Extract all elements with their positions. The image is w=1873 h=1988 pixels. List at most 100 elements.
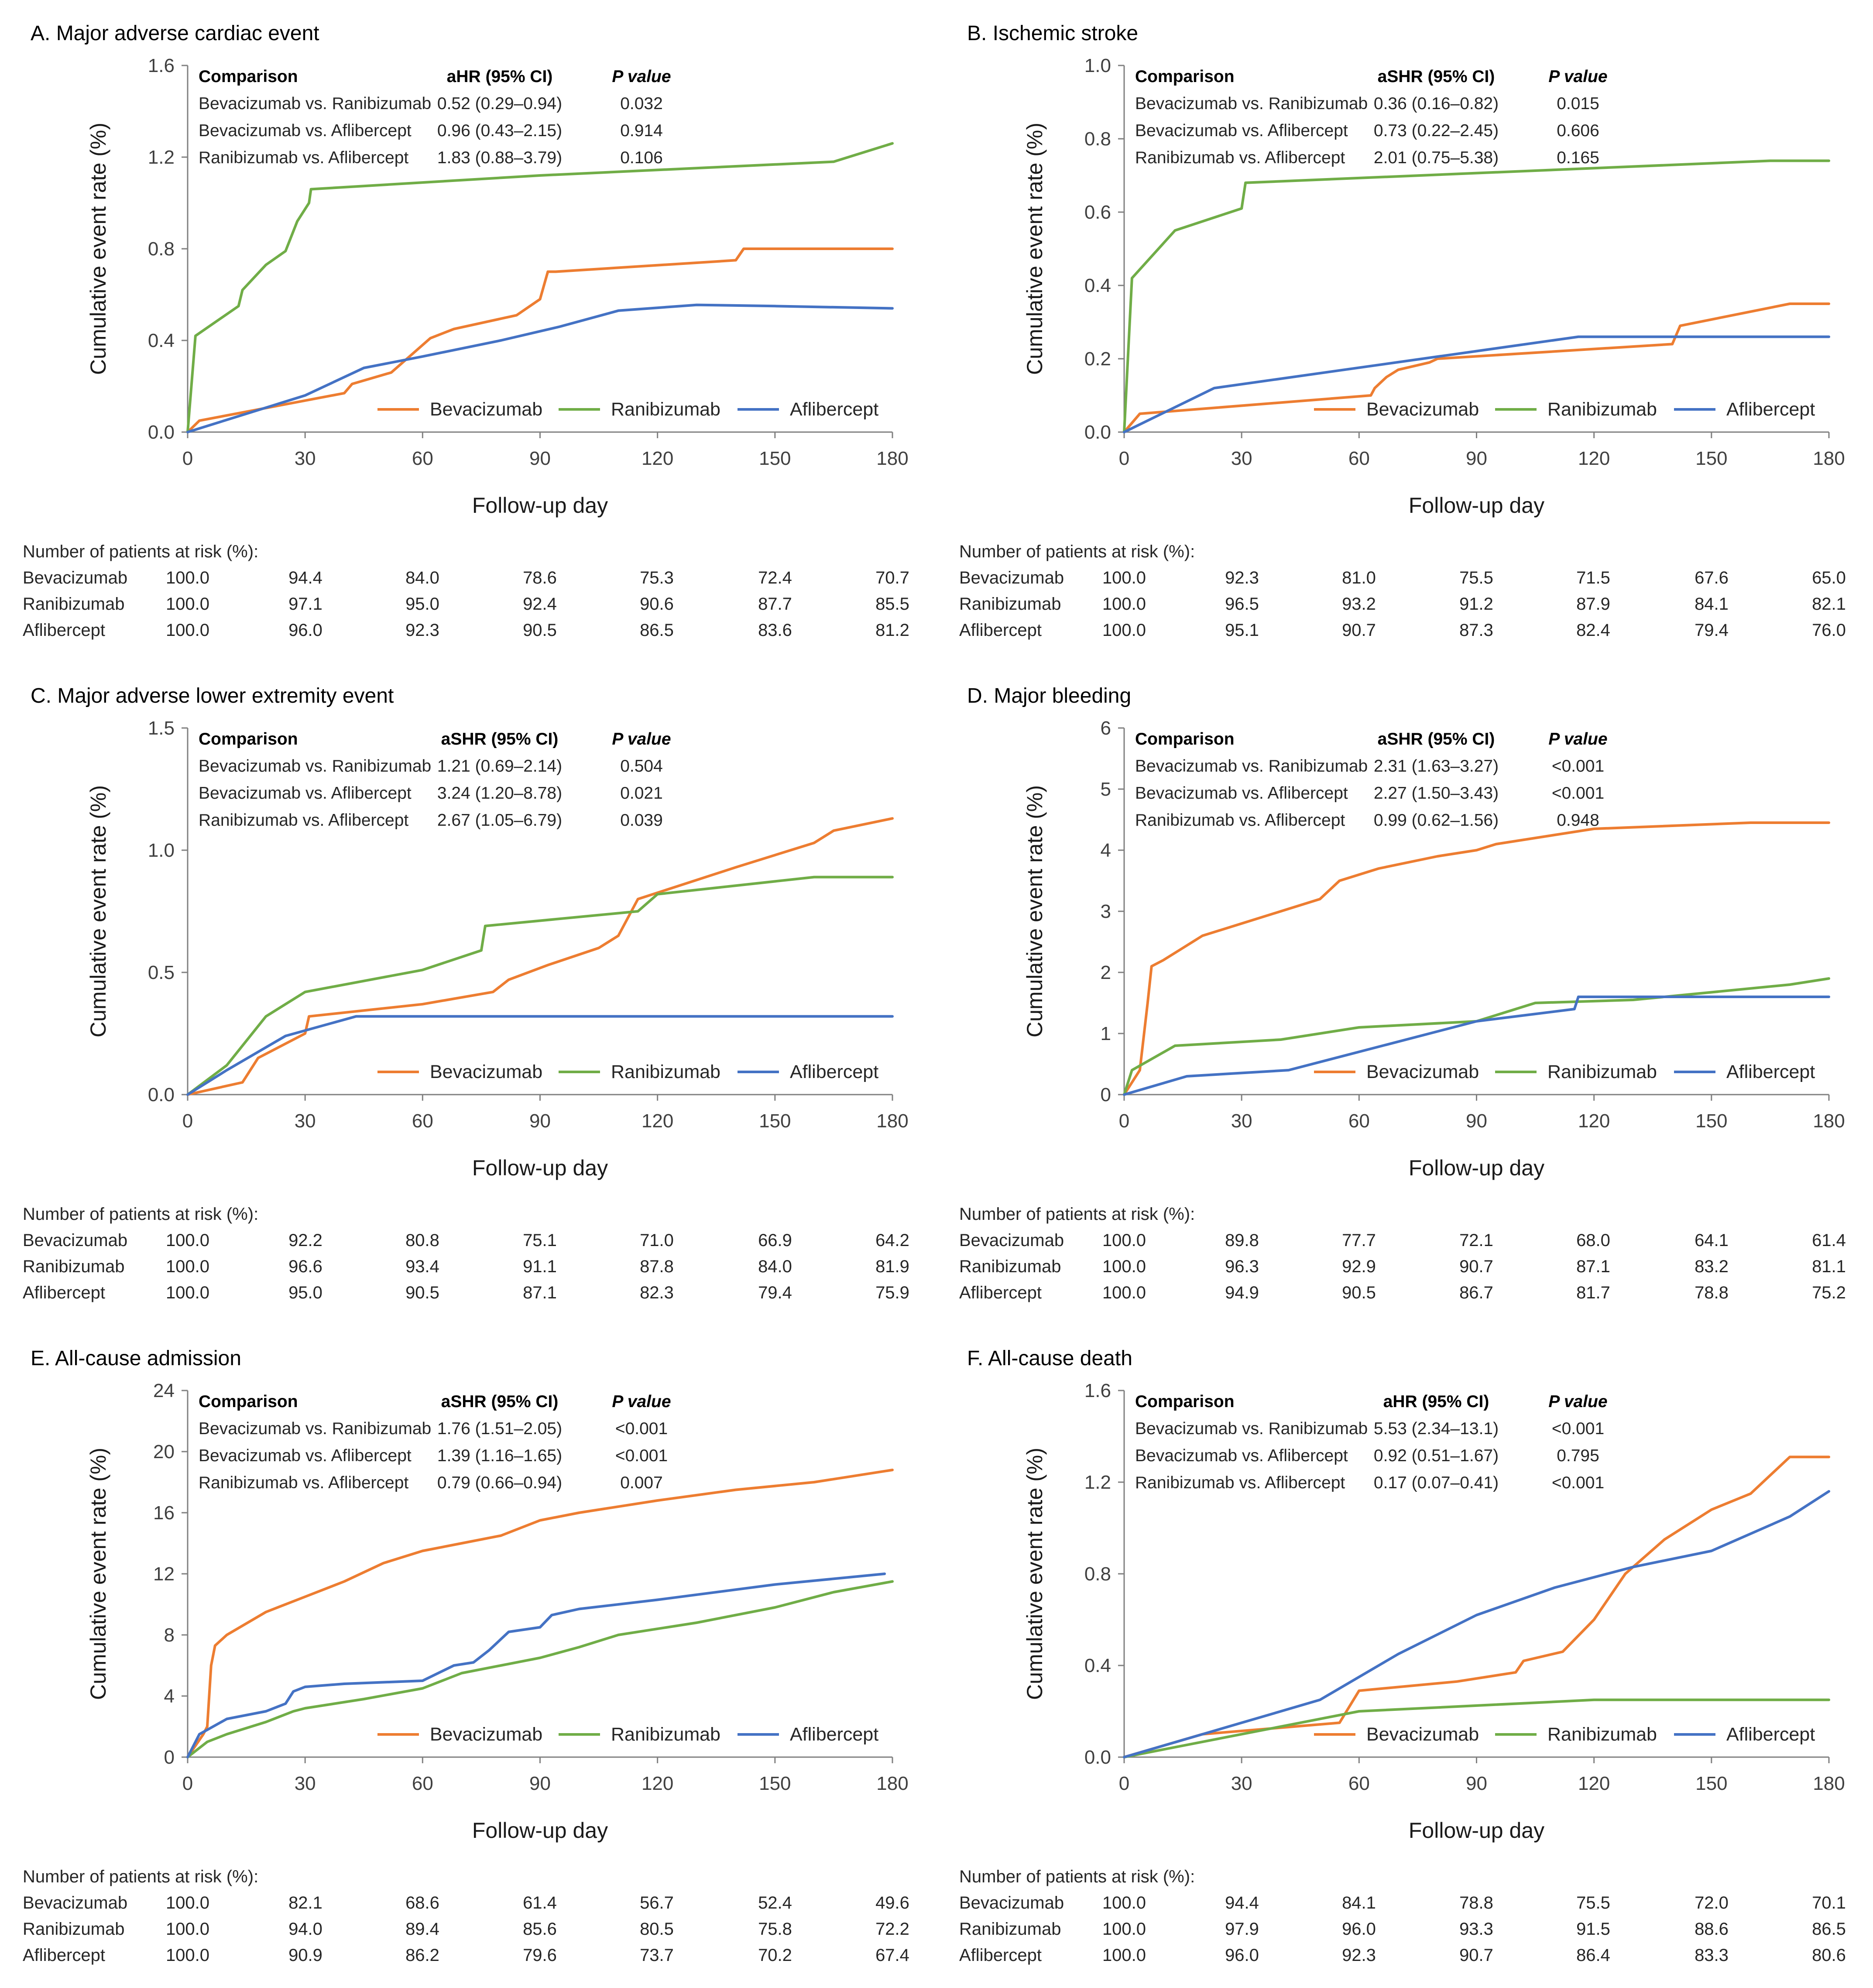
comparison-header: Comparison	[199, 67, 298, 86]
x-tick-label: 0	[1119, 1773, 1129, 1794]
risk-row-label: Aflibercept	[23, 621, 105, 640]
risk-value: 76.0	[1812, 621, 1846, 640]
x-axis-label: Follow-up day	[1409, 493, 1544, 518]
panel-title: A. Major adverse cardiac event	[31, 22, 319, 45]
risk-value: 72.0	[1695, 1893, 1729, 1912]
risk-value: 68.6	[405, 1893, 439, 1912]
series-line-bevacizumab	[1123, 1456, 1830, 1758]
comparison-name: Bevacizumab vs. Ranibizumab	[199, 1419, 431, 1438]
risk-value: 84.1	[1695, 594, 1729, 614]
risk-row-label: Bevacizumab	[959, 1231, 1064, 1250]
x-tick-label: 180	[1813, 1110, 1845, 1132]
risk-value: 64.1	[1695, 1231, 1729, 1250]
risk-value: 94.4	[288, 568, 322, 587]
comparison-ci: 3.24 (1.20–8.78)	[437, 784, 562, 803]
risk-value: 100.0	[166, 1893, 209, 1912]
comparison-ci: 2.31 (1.63–3.27)	[1374, 757, 1499, 776]
x-tick-label: 90	[1466, 448, 1487, 469]
y-tick-label: 0.0	[1084, 422, 1111, 443]
risk-value: 93.4	[405, 1257, 439, 1276]
x-tick-label: 120	[641, 1773, 673, 1794]
risk-value: 97.1	[288, 594, 322, 614]
risk-value: 80.5	[640, 1919, 674, 1939]
y-tick-label: 0.8	[1084, 128, 1111, 150]
risk-value: 64.2	[875, 1231, 909, 1250]
risk-value: 67.6	[1695, 568, 1729, 587]
comparison-p: 0.015	[1557, 94, 1599, 113]
x-tick-label: 90	[1466, 1110, 1487, 1132]
x-tick-label: 60	[1348, 1773, 1370, 1794]
risk-value: 81.2	[875, 621, 909, 640]
p-value-header: P value	[1548, 1392, 1607, 1411]
y-tick-label: 0	[164, 1747, 175, 1768]
risk-value: 92.3	[1225, 568, 1259, 587]
comparison-p: 0.795	[1557, 1446, 1599, 1465]
x-tick-label: 30	[295, 1773, 316, 1794]
risk-value: 96.5	[1225, 594, 1259, 614]
x-axis-label: Follow-up day	[472, 1818, 608, 1843]
risk-value: 91.5	[1576, 1919, 1610, 1939]
y-tick-label: 0.6	[1084, 202, 1111, 223]
comparison-header: Comparison	[1135, 730, 1235, 749]
series-line-ranibizumab	[1123, 977, 1830, 1096]
comparison-ci: 0.79 (0.66–0.94)	[437, 1473, 562, 1492]
risk-value: 85.6	[523, 1919, 557, 1939]
chart-b: B. Ischemic stroke 0.0 0.2 0.4 0.6 0.8 1.0 0 30 6…	[959, 22, 1846, 640]
comparison-name: Bevacizumab vs. Aflibercept	[199, 784, 412, 803]
risk-value: 93.3	[1459, 1919, 1493, 1939]
risk-value: 81.9	[875, 1257, 909, 1276]
legend-label-aflibercept: Aflibercept	[1726, 1061, 1815, 1082]
risk-value: 89.4	[405, 1919, 439, 1939]
risk-value: 84.0	[758, 1257, 792, 1276]
risk-value: 95.1	[1225, 621, 1259, 640]
risk-value: 100.0	[1102, 1946, 1146, 1965]
risk-value: 87.1	[523, 1283, 557, 1302]
y-tick-label: 1.2	[148, 147, 175, 168]
risk-value: 81.0	[1342, 568, 1376, 587]
risk-value: 92.4	[523, 594, 557, 614]
risk-value: 80.6	[1812, 1946, 1846, 1965]
risk-row-label: Ranibizumab	[959, 1257, 1061, 1276]
risk-value: 95.0	[288, 1283, 322, 1302]
y-tick-label: 1.0	[1084, 55, 1111, 76]
x-tick-label: 30	[295, 1110, 316, 1132]
legend-label-aflibercept: Aflibercept	[1726, 1724, 1815, 1745]
series-line-aflibercept	[1123, 996, 1830, 1096]
comparison-p: <0.001	[1552, 1419, 1604, 1438]
series-line-aflibercept	[1123, 335, 1830, 433]
risk-value: 100.0	[1102, 621, 1146, 640]
comparison-name: Ranibizumab vs. Aflibercept	[199, 148, 408, 167]
comparison-name: Bevacizumab vs. Aflibercept	[1135, 121, 1348, 140]
risk-value: 100.0	[166, 568, 209, 587]
y-tick-label: 0.4	[148, 330, 175, 351]
stat-header: aSHR (95% CI)	[1378, 730, 1495, 749]
risk-value: 84.1	[1342, 1893, 1376, 1912]
series-line-bevacizumab	[1123, 821, 1830, 1096]
risk-row-label: Aflibercept	[959, 621, 1042, 640]
stat-header: aSHR (95% CI)	[441, 730, 559, 749]
risk-value: 75.1	[523, 1231, 557, 1250]
risk-value: 92.9	[1342, 1257, 1376, 1276]
legend-label-bevacizumab: Bevacizumab	[430, 399, 542, 420]
risk-value: 100.0	[166, 1283, 209, 1302]
y-axis-label: Cumulative event rate (%)	[1022, 785, 1047, 1037]
comparison-header: Comparison	[199, 1392, 298, 1411]
risk-value: 90.9	[288, 1946, 322, 1965]
risk-value: 71.5	[1576, 568, 1610, 587]
risk-value: 87.8	[640, 1257, 674, 1276]
legend-label-bevacizumab: Bevacizumab	[1366, 1061, 1479, 1082]
y-tick-label: 0.4	[1084, 1655, 1111, 1676]
risk-value: 82.4	[1576, 621, 1610, 640]
risk-value: 93.2	[1342, 594, 1376, 614]
stat-header: aHR (95% CI)	[447, 67, 553, 86]
x-tick-label: 150	[1695, 448, 1727, 469]
risk-value: 66.9	[758, 1231, 792, 1250]
risk-value: 97.9	[1225, 1919, 1259, 1939]
comparison-name: Bevacizumab vs. Ranibizumab	[199, 757, 431, 776]
y-tick-label: 8	[164, 1624, 175, 1646]
comparison-name: Bevacizumab vs. Aflibercept	[199, 1446, 412, 1465]
risk-value: 72.4	[758, 568, 792, 587]
x-tick-label: 60	[412, 1773, 433, 1794]
x-tick-label: 60	[412, 448, 433, 469]
risk-row-label: Bevacizumab	[23, 1893, 127, 1912]
